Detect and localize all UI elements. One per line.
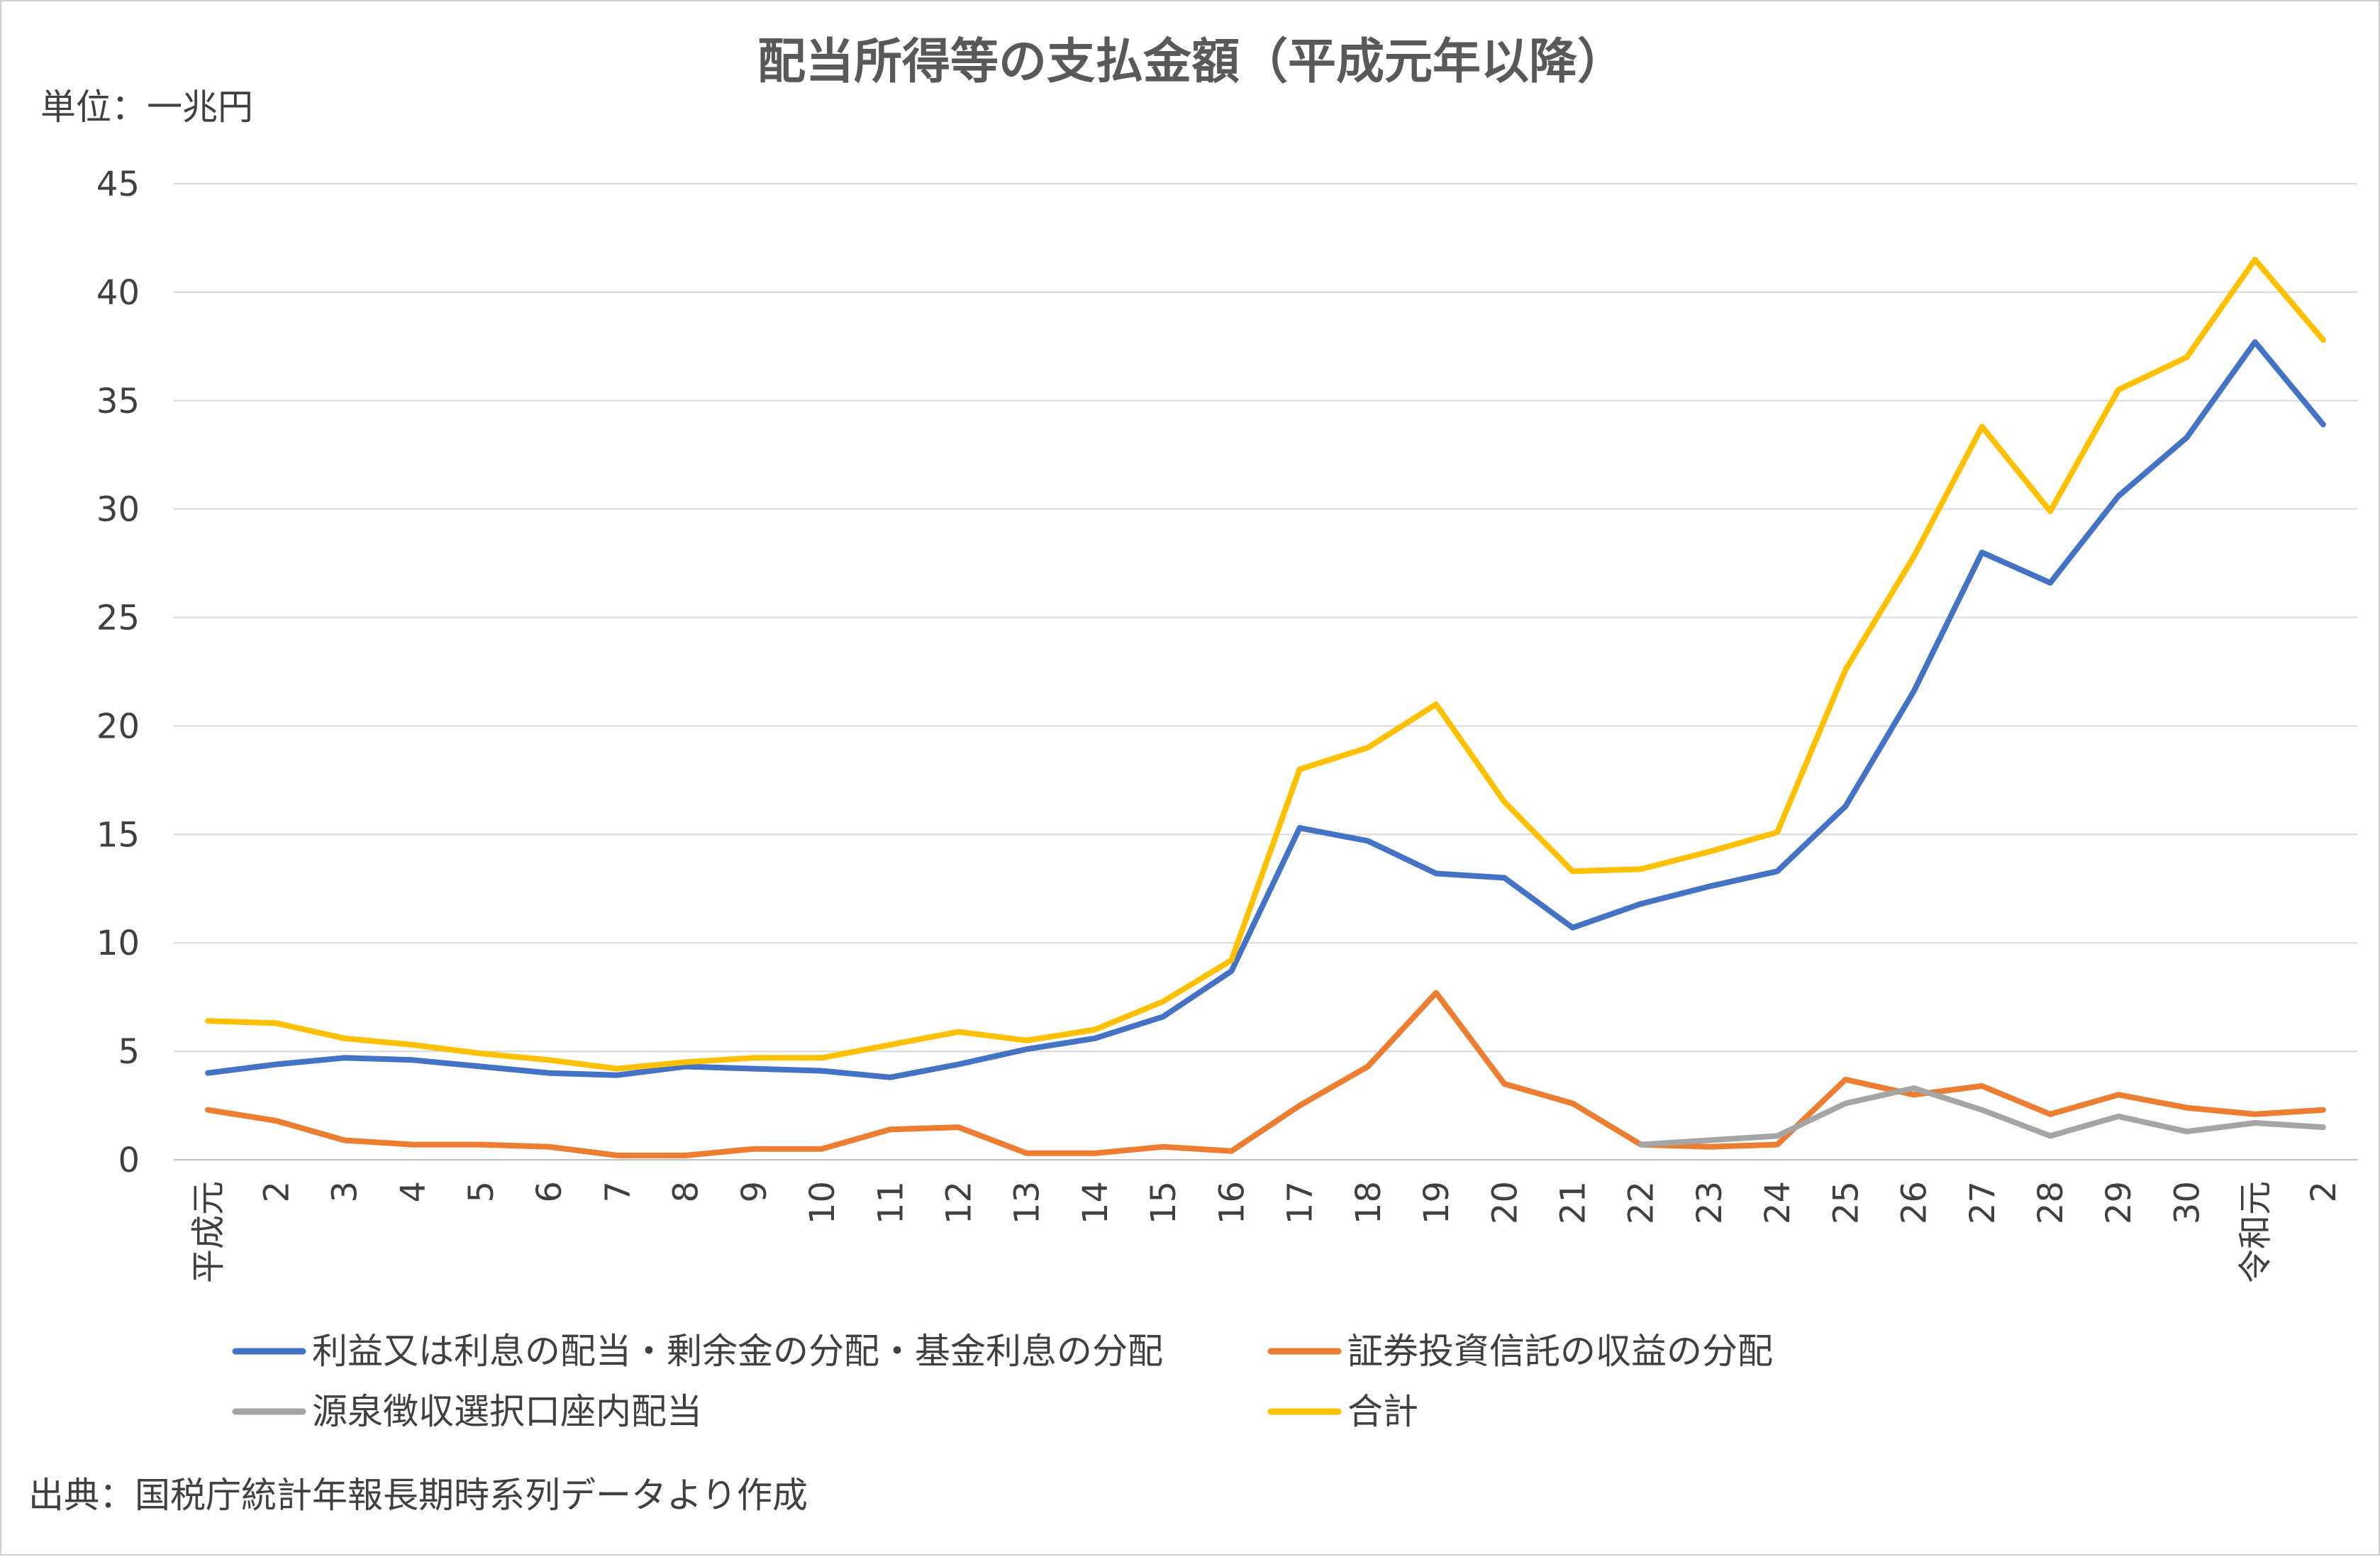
legend-label: 証券投資信託の収益の分配 [1347,1331,1773,1372]
y-tick-label: 0 [118,1141,140,1180]
x-tick-label: 24 [1758,1181,1798,1224]
y-tick-label: 35 [96,382,140,421]
y-tick-label: 5 [118,1032,140,1072]
x-tick-label: 18 [1349,1181,1389,1224]
x-tick-label: 23 [1690,1181,1730,1224]
x-tick-label: 11 [871,1181,911,1224]
x-tick-label: 令和元 [2236,1181,2276,1283]
gridlines [174,183,2357,1160]
series-line-1 [205,339,2326,1080]
x-tick-label: 26 [1895,1181,1935,1224]
x-tick-label: 9 [735,1181,774,1203]
x-tick-label: 20 [1485,1181,1525,1224]
chart-title: 配当所得等の支払金額（平成元年以降） [757,34,1625,90]
x-tick-label: 5 [462,1181,501,1203]
x-tick-label: 27 [1963,1181,2003,1224]
x-tick-label: 21 [1553,1181,1593,1224]
legend: 利益又は利息の配当・剰余金の分配・基金利息の分配 証券投資信託の収益の分配源泉徴収… [232,1331,1773,1432]
y-tick-label: 40 [96,273,140,313]
x-tick-label: 4 [394,1181,433,1203]
x-tick-label: 25 [1826,1181,1866,1224]
y-tick-label: 20 [96,707,140,746]
y-tick-label: 30 [96,490,140,530]
x-tick-label: 29 [2099,1181,2139,1224]
x-tick-label: 16 [1212,1181,1252,1224]
series-line-2 [205,990,2326,1158]
x-tick-label: 12 [940,1181,979,1224]
x-tick-label: 2 [2304,1181,2344,1203]
x-tick-label: 28 [2031,1181,2071,1224]
x-tick-label: 17 [1281,1181,1320,1224]
x-tick-label: 19 [1417,1181,1457,1224]
y-tick-label: 25 [96,599,140,638]
x-axis-ticks: 平成元 2 3 4 5 6 7 8 9 10 11 12 13 14 15 16 17 18 19 20 21 22 23 2… [189,1181,2344,1283]
y-tick-label: 45 [96,165,140,204]
x-tick-label: 14 [1076,1181,1116,1224]
series-lines [205,257,2326,1158]
x-tick-label: 3 [326,1181,365,1203]
x-tick-label: 7 [598,1181,638,1203]
x-tick-label: 8 [667,1181,706,1203]
y-tick-label: 15 [96,815,140,855]
unit-label: 単位：一兆円 [40,87,253,128]
x-tick-label: 6 [530,1181,569,1203]
x-tick-label: 30 [2167,1181,2207,1224]
series-line-4 [205,257,2326,1072]
legend-label: 源泉徴収選択口座内配当 [312,1391,702,1432]
x-tick-label: 平成元 [189,1181,228,1283]
x-tick-label: 10 [803,1181,843,1224]
series-line-3 [1637,1085,2326,1148]
x-tick-label: 22 [1622,1181,1662,1224]
y-axis-ticks: 0 5 10 15 20 25 30 35 40 45 [96,165,140,1180]
source-note: 出典：国税庁統計年報長期時系列データより作成 [28,1475,808,1516]
x-tick-label: 15 [1144,1181,1184,1224]
y-tick-label: 10 [96,924,140,963]
legend-label: 合計 [1347,1391,1418,1432]
legend-label: 利益又は利息の配当・剰余金の分配・基金利息の分配 [312,1331,1163,1372]
x-tick-label: 2 [257,1181,296,1203]
x-tick-label: 13 [1008,1181,1047,1224]
